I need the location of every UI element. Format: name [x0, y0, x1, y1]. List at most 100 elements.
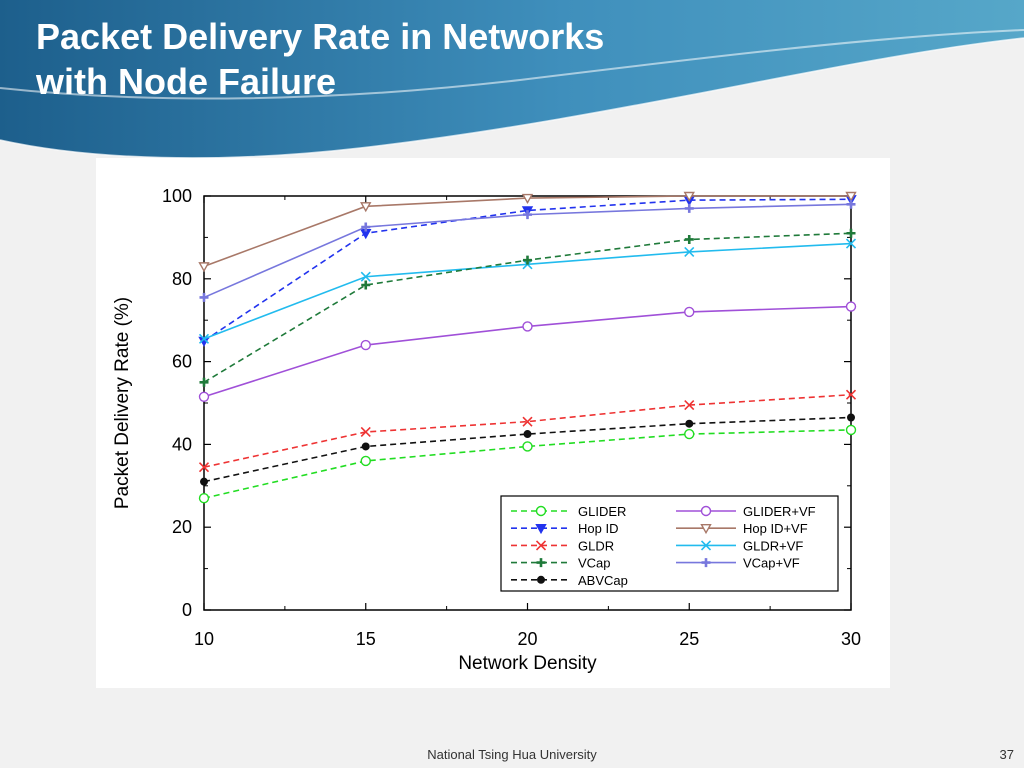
- legend: GLIDER Hop ID GLDR VCap ABVCap GLIDER+VF Hop I…: [500, 495, 839, 592]
- data-point: [684, 306, 695, 318]
- slide-title: Packet Delivery Rate in Networks with No…: [36, 14, 604, 104]
- data-point: [199, 292, 209, 302]
- data-point: [361, 222, 371, 232]
- data-point: [701, 558, 711, 568]
- series-glider-vf: [198, 301, 857, 402]
- data-point: [846, 228, 856, 238]
- axes: 0 20 40 60 80 100 10 15 20 25 30 Network Density Pac…: [112, 186, 861, 674]
- data-point: [361, 442, 370, 451]
- slide-title-line-2: with Node Failure: [36, 61, 337, 102]
- legend-entry: GLDR+VF: [676, 538, 803, 553]
- x-tick-label: 20: [517, 629, 537, 649]
- line-chart: 0 20 40 60 80 100 10 15 20 25 30 Network Density Pac…: [112, 186, 861, 674]
- x-tick-label: 30: [841, 629, 861, 649]
- data-point: [360, 202, 372, 213]
- y-axis-label: Packet Delivery Rate (%): [112, 297, 133, 509]
- series-line: [203, 393, 852, 468]
- data-point: [845, 238, 857, 249]
- x-axis-label: Network Density: [458, 653, 597, 674]
- legend-entry: ABVCap: [511, 573, 628, 588]
- data-point: [845, 301, 857, 312]
- data-point: [700, 505, 712, 517]
- data-point: [684, 400, 695, 411]
- legend-entry: VCap+VF: [676, 556, 800, 571]
- legend-label: ABVCap: [578, 573, 628, 588]
- legend-label: Hop ID+VF: [743, 521, 808, 536]
- legend-label: VCap: [578, 556, 611, 571]
- page-number: 37: [999, 747, 1014, 762]
- legend-entry: GLIDER: [511, 504, 626, 519]
- header-banner: [0, 0, 1024, 159]
- series-glider: [198, 424, 857, 504]
- legend-label: Hop ID: [578, 521, 618, 536]
- data-point: [198, 462, 210, 473]
- series-line: [203, 429, 852, 499]
- x-tick-label: 25: [679, 629, 699, 649]
- legend-label: VCap+VF: [743, 556, 800, 571]
- data-point: [360, 455, 371, 467]
- data-point: [535, 540, 547, 551]
- data-point: [683, 191, 695, 202]
- data-point: [198, 333, 210, 344]
- data-point: [523, 255, 532, 265]
- y-tick-label: 40: [172, 434, 192, 454]
- x-tick-label: 15: [356, 629, 376, 649]
- series-abvcap: [200, 413, 855, 486]
- series-line: [203, 305, 852, 398]
- data-point: [846, 199, 856, 209]
- legend-entry: GLIDER+VF: [676, 504, 816, 519]
- data-point: [198, 493, 210, 504]
- data-point: [522, 441, 533, 452]
- legend-label: GLDR+VF: [743, 538, 803, 553]
- data-point: [198, 262, 210, 273]
- data-point: [361, 280, 371, 290]
- data-point: [845, 389, 857, 400]
- series-vcap: [199, 228, 856, 387]
- data-point: [535, 524, 547, 535]
- legend-entry: GLDR: [511, 538, 614, 553]
- data-point: [537, 575, 545, 584]
- y-tick-label: 20: [172, 517, 192, 537]
- legend-label: GLIDER+VF: [743, 504, 816, 519]
- chart-panel: 0 20 40 60 80 100 10 15 20 25 30 Network Density Pac…: [96, 158, 890, 688]
- data-point: [684, 203, 694, 213]
- legend-entry: VCap: [511, 556, 611, 571]
- y-tick-label: 0: [182, 600, 192, 620]
- legend-label: GLIDER: [578, 504, 626, 519]
- data-point: [535, 505, 547, 517]
- legend-label: GLDR: [578, 538, 614, 553]
- data-point: [199, 377, 209, 387]
- data-point: [360, 339, 371, 351]
- series-lines: [198, 191, 857, 504]
- x-tick-label: 10: [194, 629, 214, 649]
- slide-title-line-1: Packet Delivery Rate in Networks: [36, 16, 605, 57]
- data-point: [700, 524, 712, 535]
- data-point: [536, 558, 546, 568]
- y-tick-label: 60: [172, 352, 192, 372]
- data-point: [845, 191, 857, 202]
- data-point: [200, 477, 208, 486]
- data-point: [685, 419, 694, 428]
- data-point: [700, 540, 712, 551]
- series-hop-id-vf: [198, 191, 857, 273]
- series-line: [203, 198, 852, 342]
- y-tick-label: 100: [162, 186, 192, 206]
- data-point: [522, 416, 533, 427]
- data-point: [847, 413, 855, 422]
- data-point: [360, 271, 371, 282]
- series-vcap-vf: [199, 199, 856, 302]
- legend-entry: Hop ID+VF: [676, 521, 808, 536]
- data-point: [522, 321, 533, 332]
- data-point: [684, 246, 695, 257]
- data-point: [360, 426, 371, 438]
- data-point: [198, 391, 210, 402]
- y-tick-label: 80: [172, 269, 192, 289]
- data-point: [523, 430, 532, 439]
- legend-box: [500, 495, 839, 592]
- data-point: [684, 428, 695, 440]
- footer-institution: National Tsing Hua University: [427, 747, 597, 762]
- series-gldr: [198, 389, 857, 473]
- data-point: [523, 210, 532, 220]
- data-point: [521, 193, 534, 204]
- legend-entry: Hop ID: [511, 521, 618, 536]
